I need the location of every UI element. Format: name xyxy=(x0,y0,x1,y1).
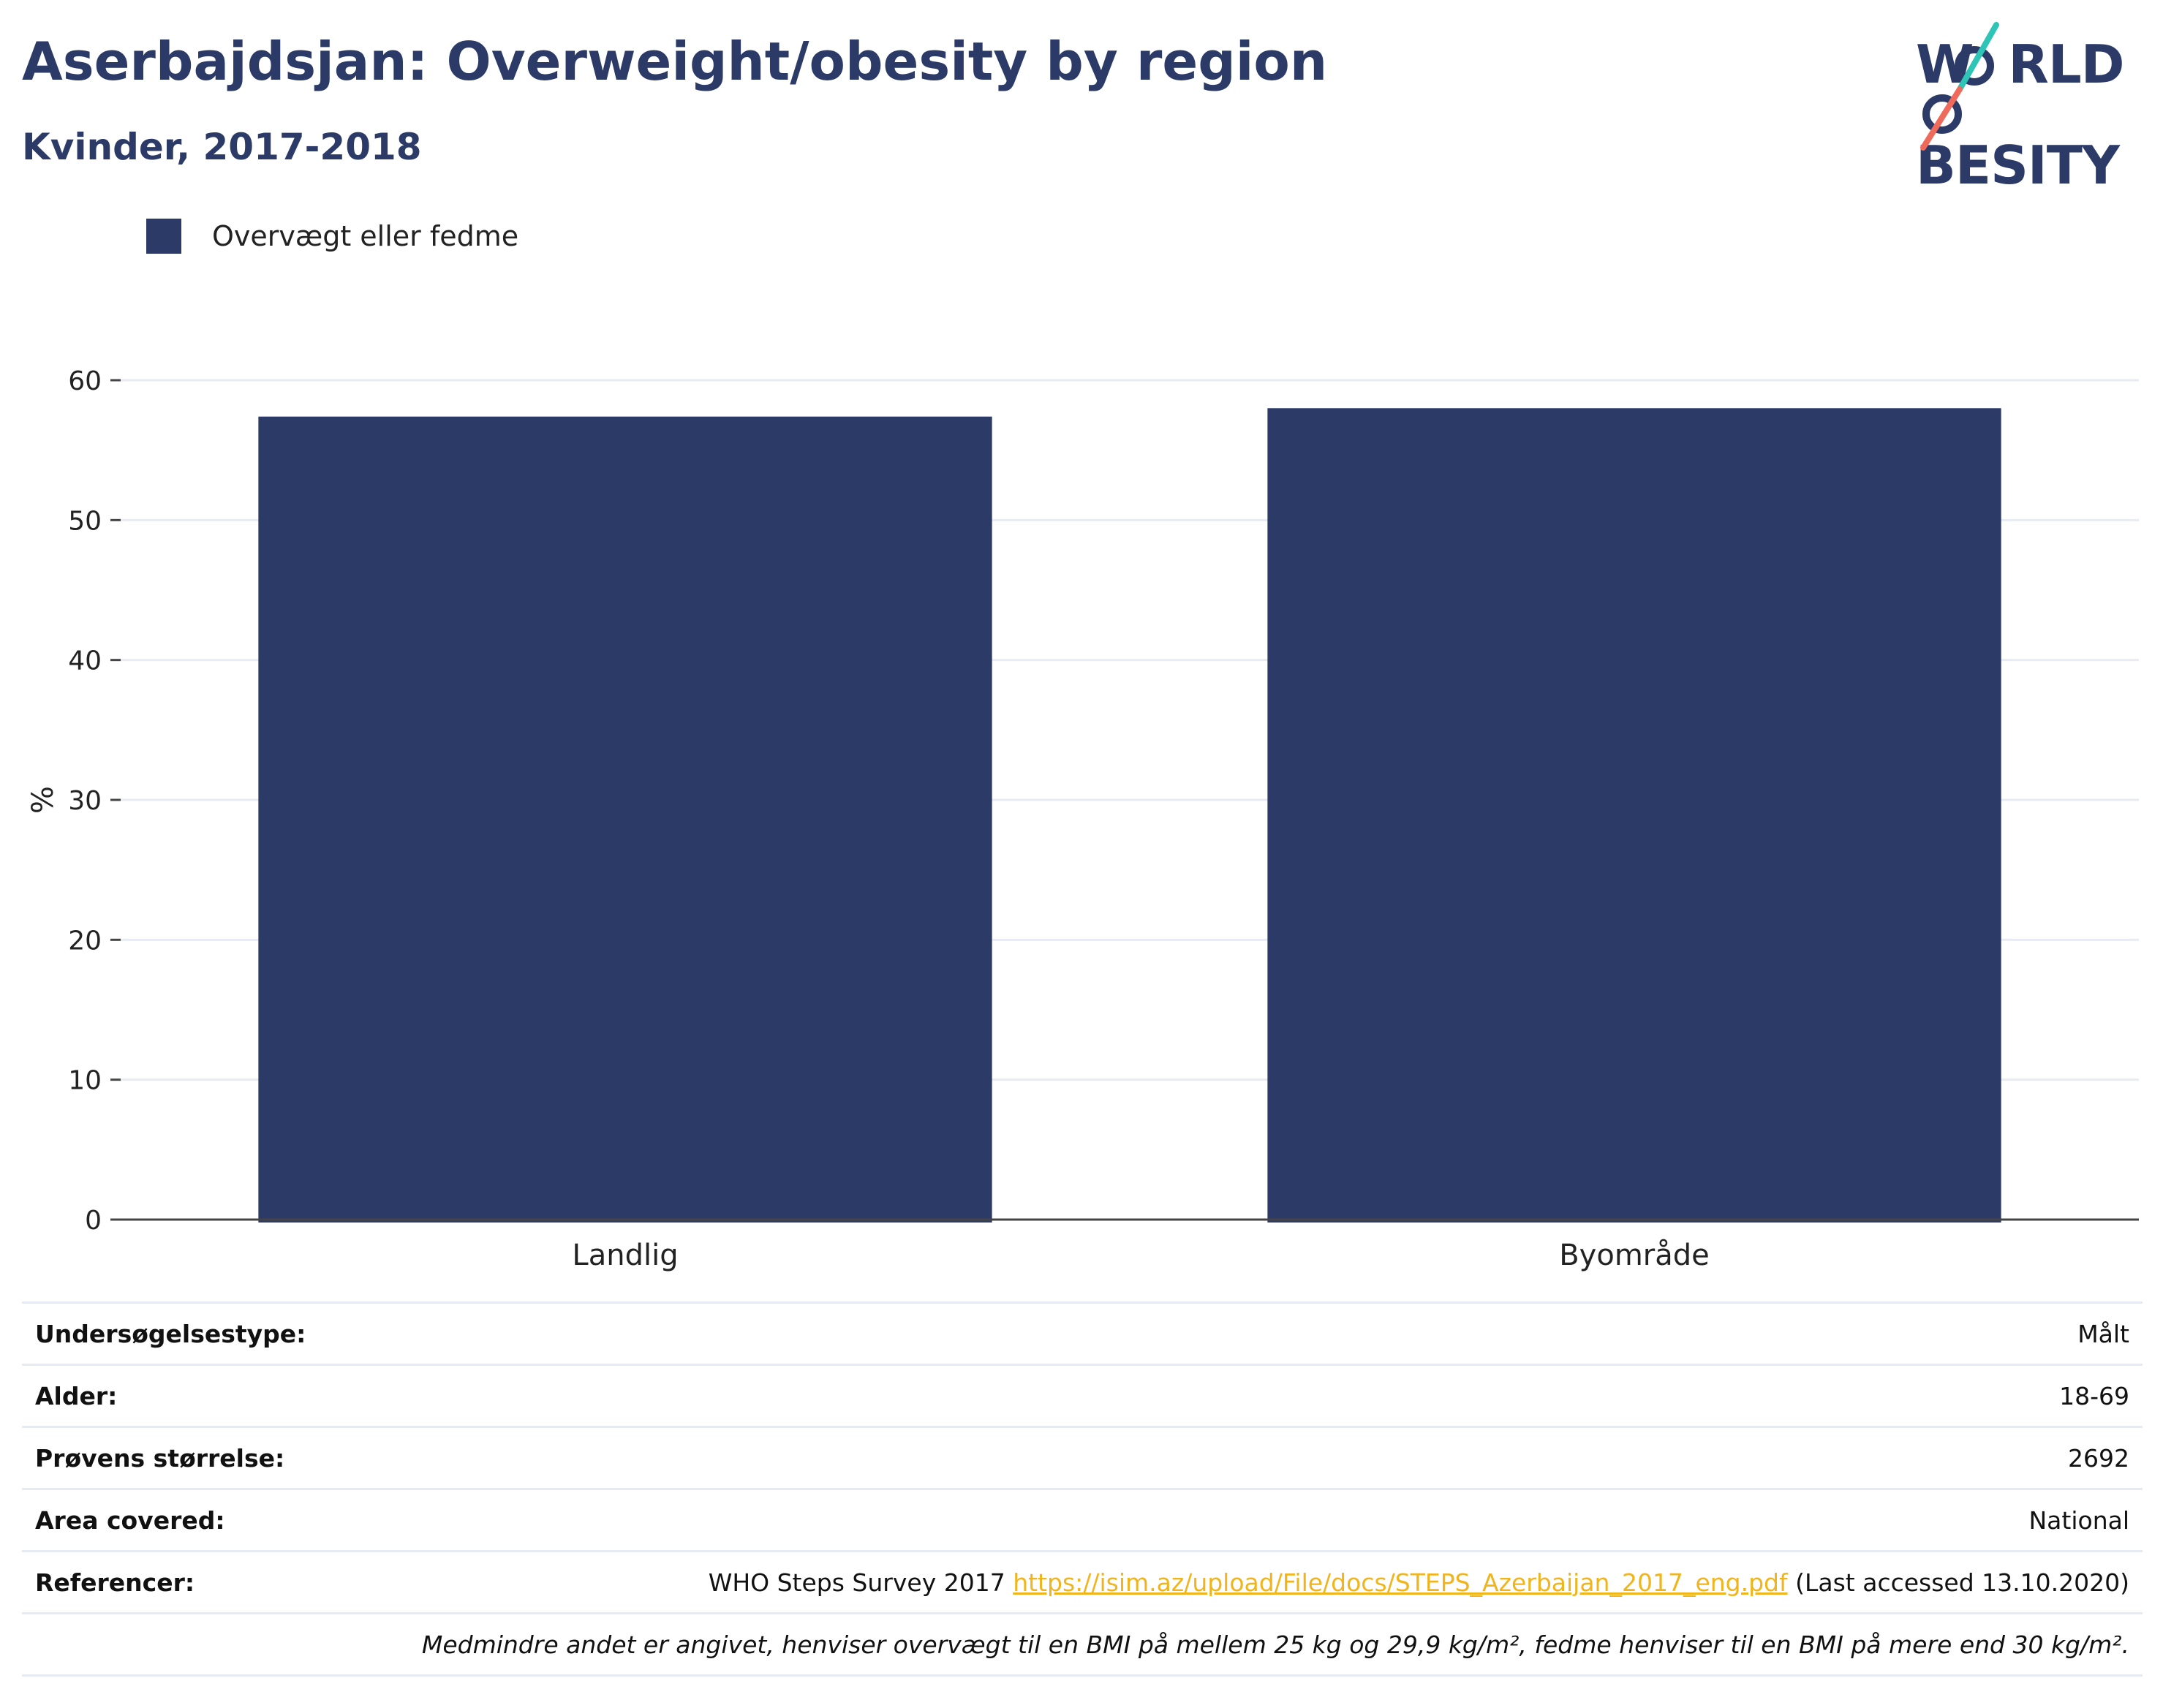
y-tick-label: 50 xyxy=(68,506,102,536)
info-value: Målt xyxy=(2077,1319,2129,1348)
legend-label: Overvægt eller fedme xyxy=(212,220,519,252)
y-tick-label: 10 xyxy=(68,1066,102,1096)
info-row-sample-size: Prøvens størrelse: 2692 xyxy=(22,1426,2143,1488)
info-label: Undersøgelsestype: xyxy=(35,1319,306,1348)
info-value: 2692 xyxy=(2068,1443,2129,1473)
info-label: Alder: xyxy=(35,1381,118,1410)
y-tick-label: 20 xyxy=(68,926,102,956)
x-tick-label: Landlig xyxy=(572,1239,678,1272)
bar xyxy=(258,416,992,1223)
logo-slash-icon xyxy=(1920,22,1999,151)
reference-link[interactable]: https://isim.az/upload/File/docs/STEPS_A… xyxy=(1013,1568,1788,1597)
y-tick-label: 40 xyxy=(68,646,102,676)
info-row-references: Referencer: WHO Steps Survey 2017 https:… xyxy=(22,1550,2143,1612)
chart-legend: Overvægt eller fedme xyxy=(146,218,518,254)
info-label: Area covered: xyxy=(35,1505,225,1535)
info-row-survey-type: Undersøgelsestype: Målt xyxy=(22,1301,2143,1364)
info-value: WHO Steps Survey 2017 https://isim.az/up… xyxy=(709,1568,2129,1597)
info-row-age: Alder: 18-69 xyxy=(22,1364,2143,1426)
reference-text: WHO Steps Survey 2017 xyxy=(708,1568,1005,1597)
x-tick-label: Byområde xyxy=(1559,1239,1710,1272)
logo-line-1: W RLD xyxy=(1916,34,2125,95)
y-tick-label: 60 xyxy=(68,366,102,396)
legend-swatch xyxy=(146,219,181,254)
y-axis-label: % xyxy=(26,786,60,814)
bar-chart: 0 10 20 30 40 50 60 Landlig Byområde% xyxy=(26,366,2139,1272)
info-value: National xyxy=(2028,1505,2129,1535)
page-subtitle: Kvinder, 2017-2018 xyxy=(22,126,422,168)
info-value: 18-69 xyxy=(2059,1381,2129,1410)
info-row-note: Medmindre andet er angivet, henviser ove… xyxy=(22,1612,2143,1677)
world-obesity-logo: W RLD BESITY xyxy=(1909,22,2150,192)
reference-suffix: (Last accessed 13.10.2020) xyxy=(1795,1568,2129,1597)
info-label: Prøvens størrelse: xyxy=(35,1443,285,1473)
y-tick-label: 0 xyxy=(85,1206,102,1236)
info-row-area: Area covered: National xyxy=(22,1488,2143,1550)
y-tick-label: 30 xyxy=(68,786,102,816)
info-label: Referencer: xyxy=(35,1568,195,1597)
bmi-footnote: Medmindre andet er angivet, henviser ove… xyxy=(421,1630,2129,1659)
survey-info-table: Undersøgelsestype: Målt Alder: 18-69 Prø… xyxy=(22,1301,2143,1677)
bar xyxy=(1267,408,2001,1223)
page-title: Aserbajdsjan: Overweight/obesity by regi… xyxy=(22,31,1328,92)
logo-line-2: BESITY xyxy=(1916,135,2120,196)
